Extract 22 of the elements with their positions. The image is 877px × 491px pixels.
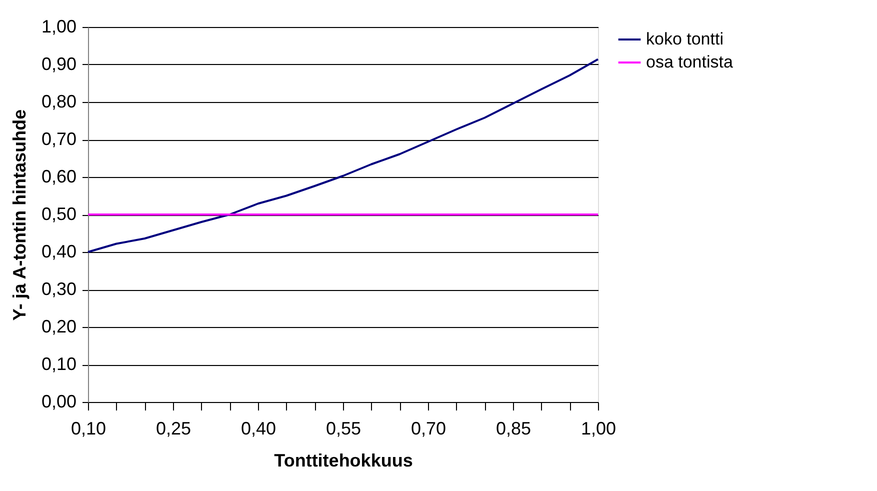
y-tick-label: 0,90 [41, 54, 76, 74]
legend-label: koko tontti [646, 30, 724, 48]
y-axis-title: Y- ja A-tontin hintasuhde [9, 109, 30, 321]
y-tick-label: 0,60 [41, 166, 76, 186]
y-tick-label: 0,00 [41, 392, 76, 412]
x-tick-label: 1,00 [580, 418, 616, 438]
x-axis-title: Tonttitehokkuus [274, 450, 413, 470]
x-tick-label: 0,40 [240, 418, 276, 438]
x-tick-label: 0,85 [496, 418, 532, 438]
x-tick-label: 0,10 [70, 418, 106, 438]
y-tick-label: 0,40 [41, 242, 76, 262]
y-tick-label: 0,70 [41, 129, 76, 149]
y-tick-label: 0,50 [41, 204, 76, 224]
x-tick-label: 0,70 [410, 418, 446, 438]
x-tick-label: 0,25 [156, 418, 192, 438]
legend-label: osa tontista [646, 52, 734, 72]
y-tick-label: 0,20 [41, 316, 76, 336]
y-tick-label: 0,30 [41, 279, 76, 299]
y-tick-label: 0,80 [41, 92, 76, 112]
y-tick-label: 0,10 [41, 354, 76, 374]
y-tick-label: 1,00 [41, 16, 76, 36]
x-tick-label: 0,55 [326, 418, 362, 438]
